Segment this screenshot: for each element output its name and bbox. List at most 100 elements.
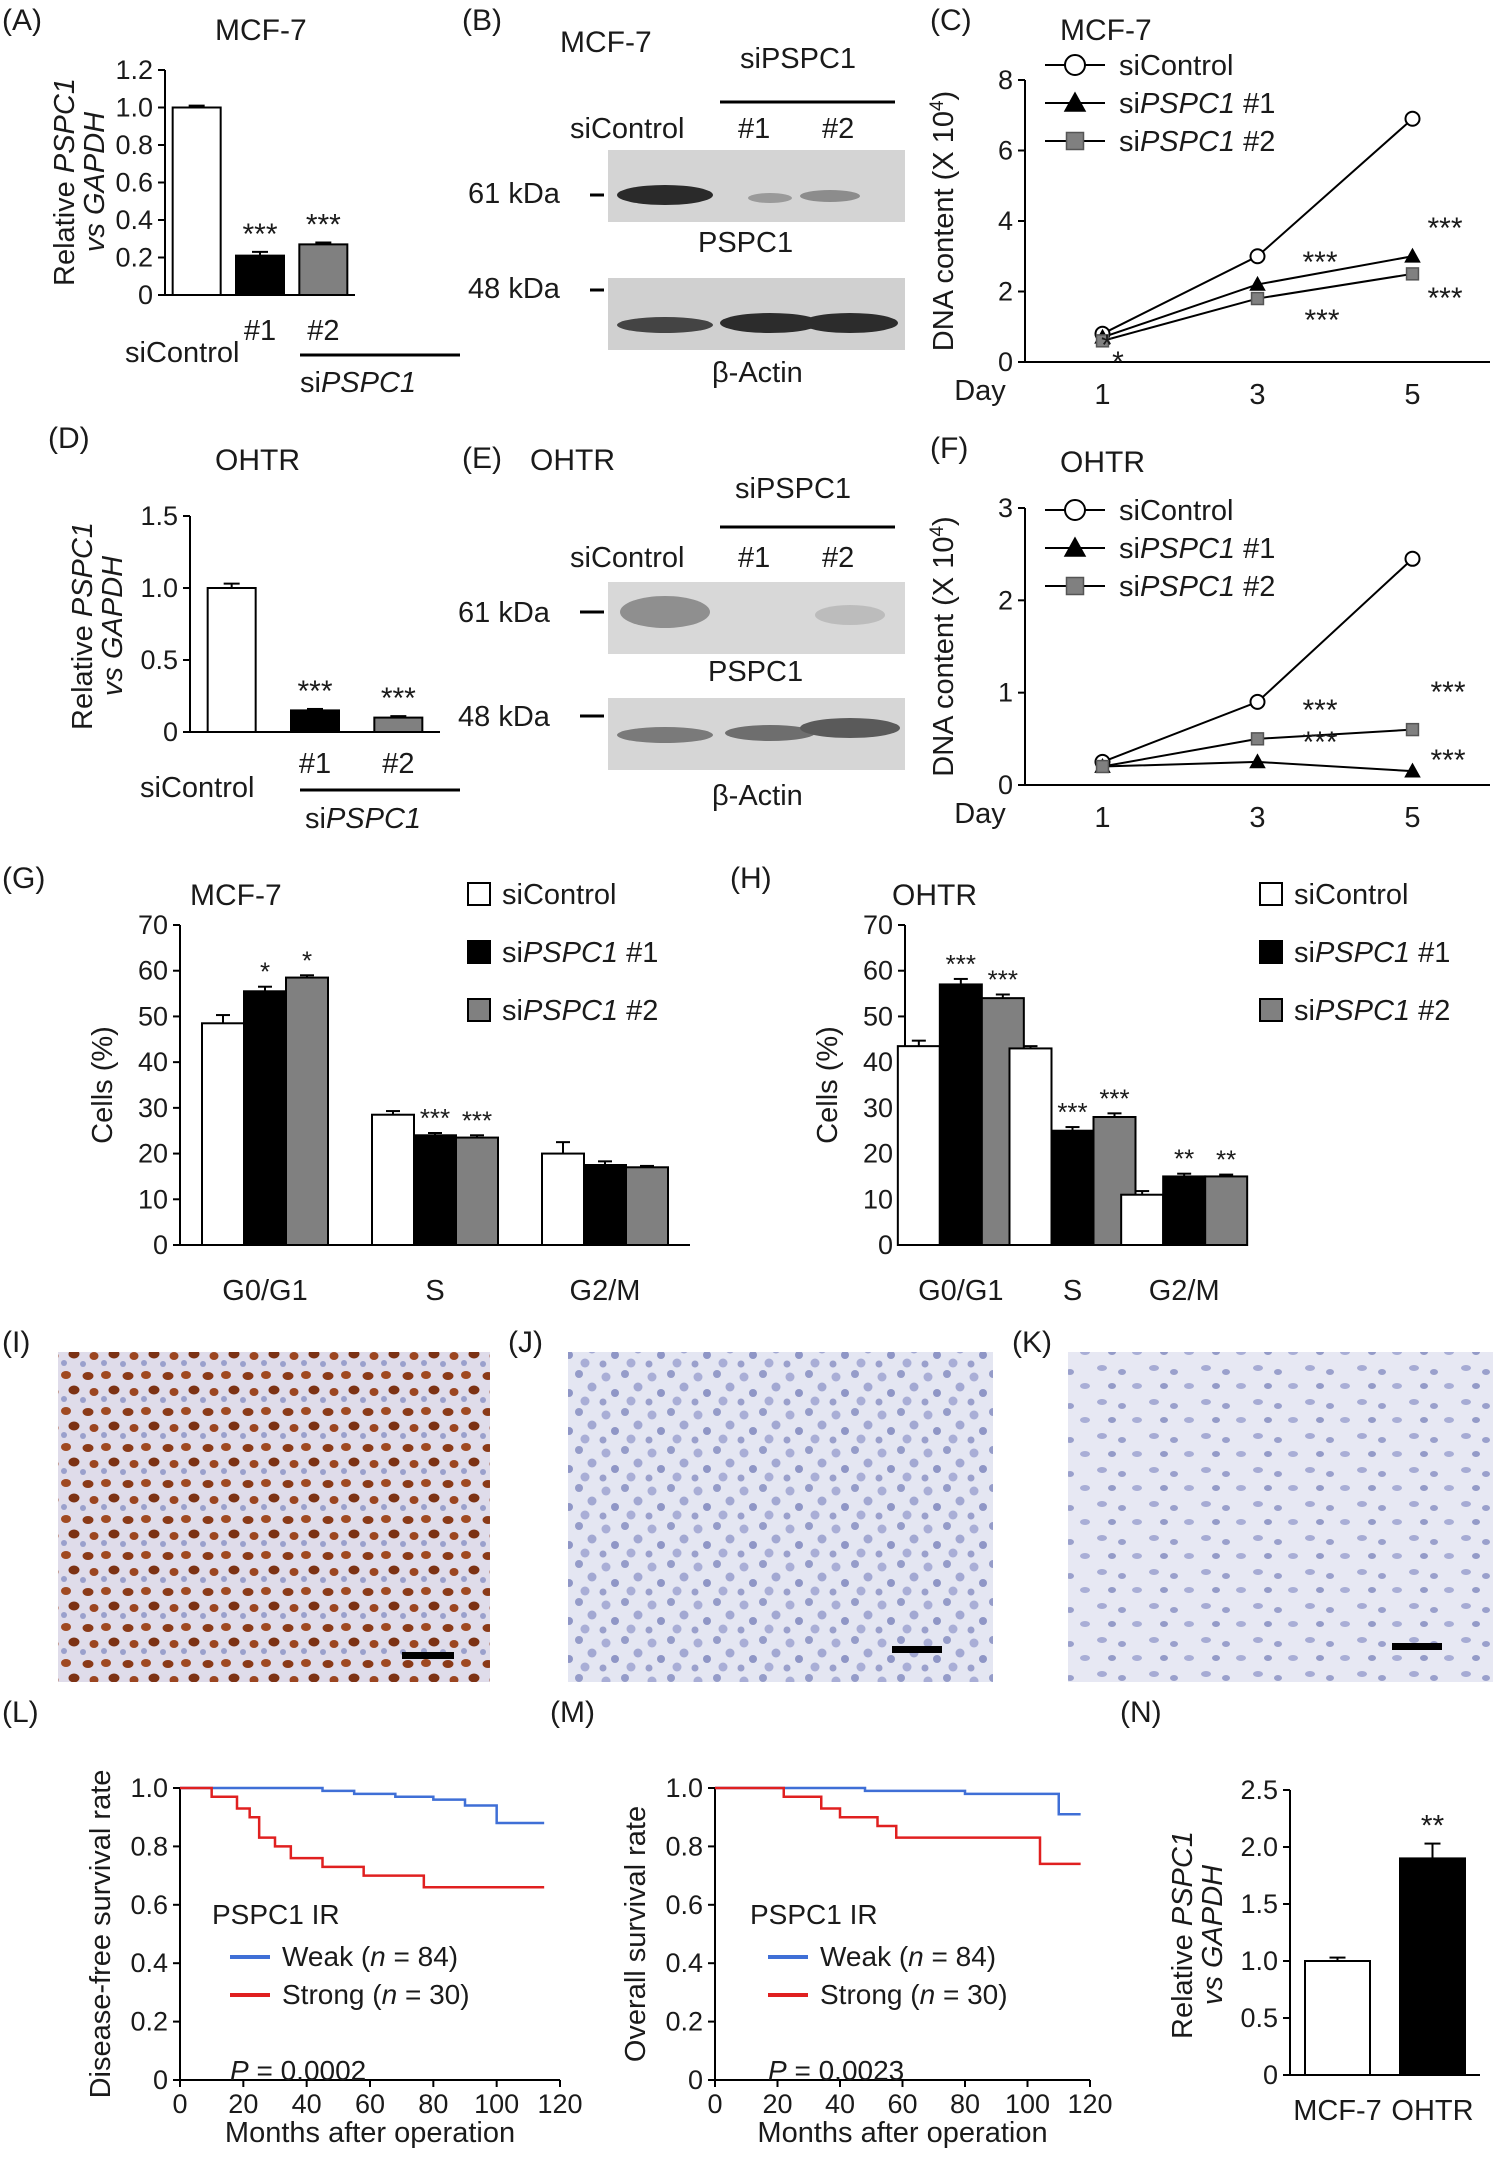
M-y-tick-label: 0.4 bbox=[665, 1948, 703, 1978]
H-legend-swatch bbox=[1259, 940, 1283, 964]
G-y-label-text: Cells (%) bbox=[87, 1026, 119, 1144]
H-y-tick-label: 20 bbox=[863, 1139, 893, 1169]
C-x-label: Day bbox=[954, 375, 1006, 407]
C-y-tick-label: 8 bbox=[998, 65, 1013, 95]
M-x-tick-label: 100 bbox=[1005, 2089, 1050, 2119]
M-km-curve bbox=[715, 1786, 1081, 1866]
D-x-label-1: #1 bbox=[299, 748, 331, 780]
F-y-label: DNA content (X 104) bbox=[927, 516, 961, 776]
D-y-tick-label: 0.5 bbox=[140, 645, 178, 675]
A-y-tick-label: 0 bbox=[138, 280, 153, 310]
chart-m: 0 0.2 0.4 0.6 0.8 1.0 0 20 40 60 80 100 120 Months af… bbox=[620, 1773, 1113, 2149]
D-y-label-line2: vs GAPDH bbox=[97, 556, 129, 696]
M-x-tick-label: 80 bbox=[950, 2089, 980, 2119]
G-y-label: Cells (%) bbox=[87, 1026, 119, 1144]
C-y-tick-label: 6 bbox=[998, 136, 1013, 166]
G-bar bbox=[583, 1164, 627, 1246]
L-km-curve bbox=[180, 1786, 545, 1825]
chart-h: 0 10 20 30 40 50 60 70 Cells (%) OHTR G0/G1 *** *** S… bbox=[812, 879, 1450, 1307]
H-x-tick-label: S bbox=[1063, 1275, 1082, 1307]
H-significance: *** bbox=[1099, 1083, 1129, 1113]
G-legend-label: siControl bbox=[502, 879, 616, 911]
blot-b-lane-control: siControl bbox=[570, 113, 684, 145]
C-significance: *** bbox=[1427, 212, 1462, 245]
F-x-tick-label: 3 bbox=[1249, 802, 1265, 834]
A-y-tick-label: 0.6 bbox=[115, 168, 153, 198]
blot-b-band-bottom-label: β-Actin bbox=[712, 357, 803, 389]
M-y-label: Overall survival rate bbox=[620, 1806, 652, 2062]
panel-label-h: (H) bbox=[730, 862, 772, 895]
M-x-tick-label: 40 bbox=[825, 2089, 855, 2119]
C-point bbox=[1404, 247, 1421, 263]
C-point bbox=[1065, 131, 1085, 151]
D-group-label: siPSPC1 bbox=[305, 803, 421, 835]
C-title: MCF-7 bbox=[1060, 14, 1152, 47]
C-significance: * bbox=[1112, 346, 1124, 379]
blot-e-band-top-label: PSPC1 bbox=[708, 656, 803, 688]
G-significance: *** bbox=[420, 1103, 450, 1133]
panel-e-title: OHTR bbox=[530, 444, 615, 477]
F-point bbox=[1063, 536, 1087, 557]
G-legend-label: siPSPC1 #1 bbox=[502, 937, 658, 969]
panel-label-l: (L) bbox=[2, 1696, 39, 1729]
N-y-tick-label: 1.5 bbox=[1240, 1889, 1278, 1919]
panel-f: (F) 0 1 2 3 Day 1 3 5 DNA content (X 104) siContr… bbox=[927, 432, 1490, 834]
C-x-tick-label: 1 bbox=[1094, 379, 1110, 411]
F-y-tick-label: 0 bbox=[998, 770, 1013, 800]
blot-e-mw-bottom: 48 kDa bbox=[458, 701, 551, 733]
C-legend-label: siPSPC1 #1 bbox=[1119, 88, 1275, 120]
F-point bbox=[1249, 753, 1266, 769]
H-y-tick-label: 30 bbox=[863, 1093, 893, 1123]
H-y-tick-label: 60 bbox=[863, 956, 893, 986]
L-legend-label: Strong (n = 30) bbox=[282, 1979, 470, 2010]
blot-b-mw-top: 61 kDa bbox=[468, 178, 561, 210]
H-y-label: Cells (%) bbox=[812, 1026, 844, 1144]
C-significance: *** bbox=[1302, 246, 1337, 279]
A-x-label-2: #2 bbox=[307, 315, 339, 347]
G-significance: * bbox=[302, 945, 312, 975]
H-significance: *** bbox=[1057, 1097, 1087, 1127]
M-legend-label: Weak (n = 84) bbox=[820, 1941, 996, 1972]
C-point bbox=[1405, 267, 1420, 281]
panel-label-a: (A) bbox=[2, 4, 42, 37]
G-significance: *** bbox=[462, 1105, 492, 1135]
A-x-label-1: #1 bbox=[244, 315, 276, 347]
blot-b-lane-2: #2 bbox=[822, 113, 854, 145]
M-x-tick-label: 60 bbox=[887, 2089, 917, 2119]
chart-c: 0 2 4 6 8 Day 1 3 5 DNA content (X 104) siControl s… bbox=[927, 14, 1490, 411]
G-legend-swatch bbox=[467, 998, 491, 1022]
H-legend-swatch bbox=[1259, 998, 1283, 1022]
C-point bbox=[1404, 110, 1421, 127]
G-bar bbox=[625, 1166, 669, 1247]
D-bar bbox=[206, 587, 257, 733]
scale-bar-i bbox=[402, 1652, 454, 1659]
F-point bbox=[1404, 550, 1421, 567]
panel-label-n: (N) bbox=[1120, 1696, 1162, 1729]
M-x-tick-label: 120 bbox=[1067, 2089, 1112, 2119]
A-significance: *** bbox=[306, 209, 341, 242]
H-x-tick-label: G0/G1 bbox=[918, 1275, 1003, 1307]
G-bar bbox=[201, 1022, 245, 1246]
A-bar bbox=[235, 254, 285, 296]
scale-bar-k bbox=[1392, 1643, 1442, 1650]
C-point bbox=[1249, 275, 1266, 291]
panel-label-f: (F) bbox=[930, 432, 968, 465]
G-bar bbox=[455, 1136, 499, 1246]
G-bar bbox=[371, 1113, 415, 1246]
N-bar bbox=[1304, 1960, 1371, 2076]
panel-b-title: MCF-7 bbox=[560, 26, 652, 59]
blot-b-mw-bottom: 48 kDa bbox=[468, 273, 561, 305]
C-x-tick-label: 5 bbox=[1404, 379, 1420, 411]
H-significance: ** bbox=[1174, 1144, 1194, 1174]
blot-e-band-actin-2 bbox=[800, 718, 900, 738]
panel-k: (K) bbox=[1012, 1326, 1493, 1682]
L-km-curve bbox=[180, 1786, 545, 1889]
panel-i: (I) bbox=[2, 1326, 490, 1682]
scale-bar-j bbox=[892, 1646, 942, 1653]
D-x-control-label: siControl bbox=[140, 772, 254, 804]
